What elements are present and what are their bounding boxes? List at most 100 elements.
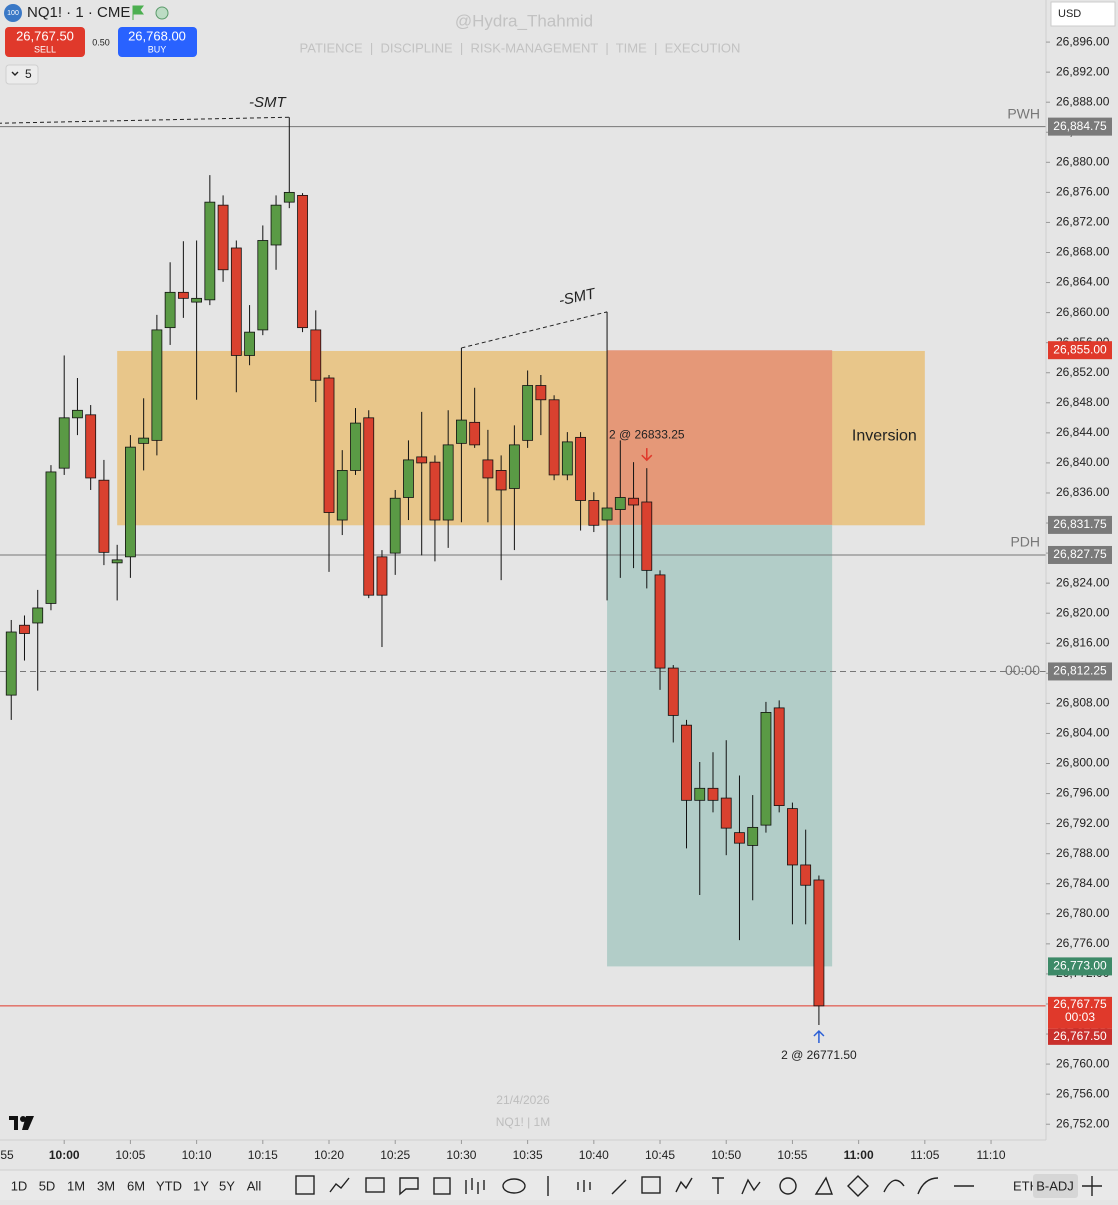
y-tick-label: 26,896.00 [1056, 34, 1110, 48]
candle-body [204, 201, 216, 301]
path-icon[interactable] [675, 1177, 693, 1193]
x-tick-label: 10:25 [380, 1148, 410, 1162]
y-tick-label: 26,776.00 [1056, 936, 1110, 950]
brush-icon[interactable] [814, 1176, 834, 1195]
risk-area [607, 350, 833, 525]
candle-body [32, 607, 44, 624]
buy-button[interactable] [118, 27, 197, 57]
indicator-toggle[interactable] [5, 64, 39, 85]
session[interactable]: ETH [1013, 1178, 1039, 1193]
candle-body [416, 456, 428, 464]
target-marker-label: 26,773.00 [1053, 959, 1107, 973]
buy-price: 26,768.00 [128, 28, 186, 43]
buy-label: BUY [148, 44, 167, 54]
level-name: PWH [1007, 105, 1040, 121]
candle-body [164, 291, 176, 329]
logo-dot [20, 1116, 26, 1122]
y-tick-label: 26,800.00 [1056, 756, 1110, 770]
x-tick-label: 10:35 [513, 1148, 543, 1162]
level-name: PDH [1010, 534, 1040, 550]
candle-body [138, 437, 150, 444]
candle-body [98, 479, 110, 553]
candle-body [654, 574, 666, 669]
crosshair-icon[interactable] [1082, 1176, 1102, 1196]
currency-select[interactable] [1050, 1, 1116, 27]
trend-icon[interactable] [329, 1177, 350, 1193]
ellipse-icon[interactable] [502, 1178, 526, 1194]
text-icon[interactable] [712, 1177, 724, 1194]
candle-body [283, 191, 295, 203]
y-tick-label: 26,836.00 [1056, 485, 1110, 499]
candle-body [469, 421, 481, 446]
toolbar [0, 1170, 1118, 1200]
motto: PATIENCE | DISCIPLINE | RISK-MANAGEMENT … [300, 40, 741, 55]
candle-body [72, 409, 83, 419]
candle-body [535, 385, 547, 401]
ray-icon[interactable] [611, 1179, 627, 1195]
note-icon[interactable] [399, 1177, 419, 1196]
status-icon [155, 6, 169, 20]
candle-body [270, 204, 282, 246]
range-button[interactable]: 5Y [219, 1178, 235, 1193]
toolbar-icons [295, 1175, 1102, 1197]
level-marker-label: 26,884.75 [1053, 119, 1107, 133]
execution-label: 2 @ 26771.50 [781, 1048, 857, 1062]
candle-body [720, 797, 732, 829]
ruler-icon[interactable] [365, 1177, 385, 1193]
x-tick-label: 10:05 [115, 1148, 145, 1162]
candle-body [376, 556, 388, 596]
range-button[interactable]: 6M [127, 1178, 145, 1193]
candles-icon[interactable] [465, 1178, 485, 1194]
x-tick-label: 10:20 [314, 1148, 344, 1162]
sell-price: 26,767.50 [16, 28, 74, 43]
candle-body [151, 329, 163, 441]
pattern-icon[interactable] [741, 1178, 761, 1195]
candle-body [125, 446, 136, 558]
y-tick-label: 26,864.00 [1056, 275, 1110, 289]
y-tick-label: 26,880.00 [1056, 154, 1110, 168]
candle-body [230, 247, 242, 356]
last-price-label: 26,767.75 [1053, 997, 1107, 1011]
sell-button[interactable] [5, 27, 85, 57]
grid-icon[interactable] [295, 1175, 315, 1195]
watermark: @Hydra_Thahmid [455, 11, 593, 30]
play-icon[interactable] [779, 1177, 797, 1195]
range-button[interactable]: 5D [39, 1178, 56, 1193]
candle-body [217, 204, 229, 271]
y-tick-label: 26,876.00 [1056, 185, 1110, 199]
shape-icon[interactable] [847, 1175, 869, 1197]
range-button[interactable]: YTD [156, 1178, 182, 1193]
range-button[interactable]: 1Y [193, 1178, 209, 1193]
curve-icon[interactable] [883, 1179, 905, 1193]
range-button[interactable]: 1D [11, 1178, 28, 1193]
candle-body [787, 808, 798, 866]
y-tick-label: 26,852.00 [1056, 365, 1110, 379]
candle-body [456, 419, 467, 444]
badge [4, 4, 22, 22]
adjust-button[interactable] [1033, 1174, 1078, 1198]
range-button[interactable]: 1M [67, 1178, 85, 1193]
candle-body [601, 507, 613, 521]
x-tick-label: 10:45 [645, 1148, 675, 1162]
candle-body [19, 624, 30, 634]
candle-body [734, 832, 745, 844]
rect-icon[interactable] [433, 1177, 451, 1195]
bars-icon[interactable] [577, 1180, 591, 1192]
bid-label: 26,767.50 [1053, 1029, 1107, 1043]
label-icon[interactable] [641, 1176, 661, 1194]
y-tick-label: 26,840.00 [1056, 455, 1110, 469]
arc-icon[interactable] [917, 1177, 939, 1195]
symbol: NQ1! · 1 · CME [27, 4, 130, 21]
y-tick-label: 26,820.00 [1056, 605, 1110, 619]
candle-body [575, 436, 586, 501]
x-tick-label: 10:55 [777, 1148, 807, 1162]
candle-body [442, 444, 454, 521]
x-tick-label: 11:10 [976, 1148, 1005, 1162]
candle-body [548, 399, 560, 476]
candle-body [813, 879, 825, 1007]
candle-body [508, 444, 520, 489]
range-button[interactable]: 3M [97, 1178, 115, 1193]
range-button[interactable]: All [247, 1178, 262, 1193]
